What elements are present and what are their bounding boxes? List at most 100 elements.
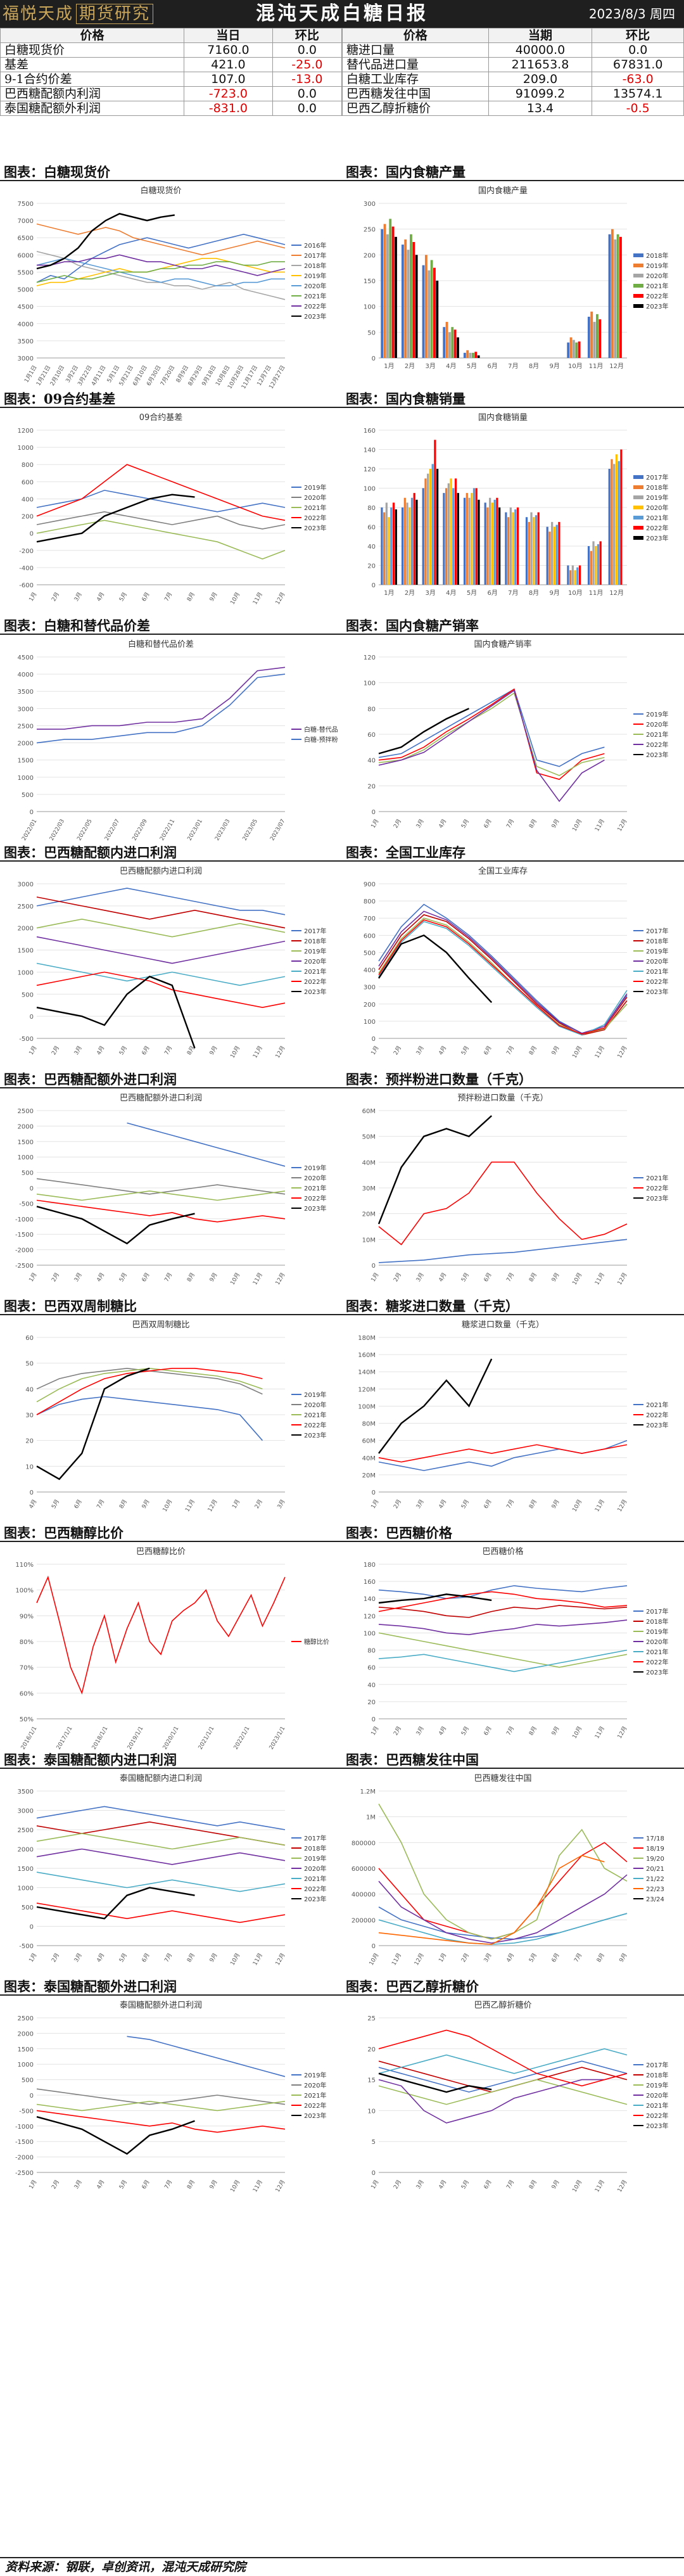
- legend-label: 2019年: [646, 2081, 668, 2089]
- y-tick-label: 800: [364, 898, 376, 905]
- chart-svg: 全国工业库存 0 100 200 300 400 500 600 700 800 900 1月 2月 3月…: [364, 866, 669, 1059]
- x-tick-label: 7月: [505, 818, 516, 829]
- y-tick-label: 200000: [352, 1917, 376, 1924]
- x-tick-label: 4月: [505, 1952, 516, 1963]
- bar: [403, 497, 406, 585]
- bar: [404, 239, 407, 358]
- y-tick-label: 1500: [18, 758, 34, 765]
- y-tick-label: 0: [372, 1716, 376, 1723]
- y-tick-label: 4000: [18, 672, 34, 679]
- bar: [618, 461, 620, 585]
- bar: [596, 314, 598, 358]
- x-tick-label: 6月: [487, 362, 497, 370]
- col-header: 环比: [272, 28, 343, 43]
- logo-text: 福悦天成: [3, 4, 74, 23]
- x-tick-label: 8月: [118, 1498, 129, 1510]
- y-tick-label: 2500: [18, 1827, 34, 1834]
- x-tick-label: 12月: [616, 2179, 629, 2193]
- bar: [451, 327, 454, 358]
- x-tick-label: 4月: [446, 589, 456, 597]
- y-tick-label: 0: [372, 1489, 376, 1496]
- y-tick-label: 1500: [18, 1866, 34, 1873]
- series-line: [36, 1190, 286, 1201]
- x-tick-label: 3月: [73, 1272, 84, 1283]
- row-value: -723.0: [184, 86, 273, 101]
- chart-title: 巴西糖配额外进口利润: [120, 1093, 202, 1103]
- bar: [489, 497, 491, 585]
- chart-heading: 图表：巴西糖发往中国: [342, 1751, 684, 1769]
- legend-label: 2023年: [646, 534, 668, 542]
- row-change: -25.0: [272, 57, 343, 72]
- bar: [608, 469, 611, 585]
- y-tick-label: 3000: [18, 1808, 34, 1815]
- y-tick-label: 80%: [20, 1639, 34, 1646]
- bar: [445, 322, 448, 358]
- x-tick-label: 1月: [370, 818, 381, 829]
- y-tick-label: 20: [367, 1699, 376, 1706]
- x-tick-label: 3月: [415, 818, 426, 829]
- y-tick-label: 2500: [18, 1108, 34, 1115]
- y-tick-label: 10M: [362, 1237, 376, 1244]
- bar: [516, 507, 519, 585]
- bar: [383, 512, 386, 585]
- y-tick-label: 0: [30, 1014, 34, 1021]
- bar: [472, 488, 476, 585]
- y-tick-label: 0: [372, 1263, 376, 1270]
- x-tick-label: 4月: [438, 1045, 448, 1056]
- y-tick-label: 0: [372, 355, 376, 362]
- x-tick-label: 5月: [118, 2179, 129, 2190]
- bar: [578, 341, 581, 358]
- x-tick-label: 4月: [438, 2179, 448, 2190]
- y-tick-label: 100: [364, 1019, 376, 1026]
- x-tick-label: 10月: [568, 362, 583, 370]
- bar: [477, 355, 480, 358]
- y-tick-label: 3500: [18, 1789, 34, 1795]
- y-tick-label: 3500: [18, 689, 34, 696]
- x-tick-label: 1月1日: [23, 364, 38, 384]
- x-tick-label: 4月: [438, 1725, 448, 1737]
- legend-label: 2021年: [646, 730, 668, 739]
- y-tick-label: 0: [30, 1489, 34, 1496]
- legend-label: 2022年: [646, 741, 668, 749]
- bar: [553, 526, 556, 585]
- legend-label: 2017年: [304, 927, 326, 935]
- y-tick-label: 20M: [362, 1472, 376, 1479]
- row-label: 替代品进口量: [342, 57, 489, 72]
- legend-label: 2021年: [304, 1411, 326, 1419]
- y-tick-label: 0: [30, 809, 34, 816]
- x-tick-label: 1月: [28, 1272, 39, 1283]
- y-tick-label: 20M: [362, 1211, 376, 1218]
- x-tick-label: 9月: [208, 591, 219, 603]
- legend-label: 2023年: [304, 2112, 326, 2120]
- x-tick-label: 10月: [571, 2179, 584, 2193]
- x-tick-label: 9月: [550, 818, 561, 829]
- table-row: 基差 421.0 -25.0: [0, 57, 343, 72]
- bar: [535, 515, 538, 585]
- row-change: 0.0: [272, 86, 343, 101]
- series-line: [36, 251, 286, 300]
- y-tick-label: 200: [22, 514, 34, 521]
- row-change: 0.0: [272, 42, 343, 58]
- legend-label: 2019年: [304, 483, 326, 492]
- legend-label: 2022年: [646, 292, 668, 300]
- series-line: [36, 511, 286, 530]
- y-tick-label: 7500: [18, 201, 34, 208]
- chart-title: 白糖和替代品价差: [128, 639, 194, 649]
- x-tick-label: 9月: [550, 1272, 561, 1283]
- series-line: [36, 1848, 286, 1865]
- bar: [620, 449, 623, 585]
- x-tick-label: 5月: [460, 1272, 471, 1283]
- y-tick-label: 2000: [18, 1123, 34, 1130]
- col-header: 当日: [184, 28, 273, 43]
- row-label: 泰国糖配额外利润: [0, 101, 185, 116]
- bar: [548, 532, 551, 585]
- x-tick-label: 4月: [438, 818, 448, 829]
- bar: [615, 454, 618, 585]
- x-tick-label: 2月: [392, 1725, 403, 1737]
- x-tick-label: 10月: [229, 1952, 242, 1967]
- chart-title: 巴西糖配额内进口利润: [120, 866, 202, 876]
- x-tick-label: 2023/05: [242, 819, 259, 842]
- legend-label: 2022年: [304, 2101, 326, 2110]
- chart-svg: 国内食糖产量 0 50 100 150 200 250 300 1月 2月 3月 4月 5月 6月 7月 8月…: [364, 186, 669, 370]
- bar: [408, 507, 411, 585]
